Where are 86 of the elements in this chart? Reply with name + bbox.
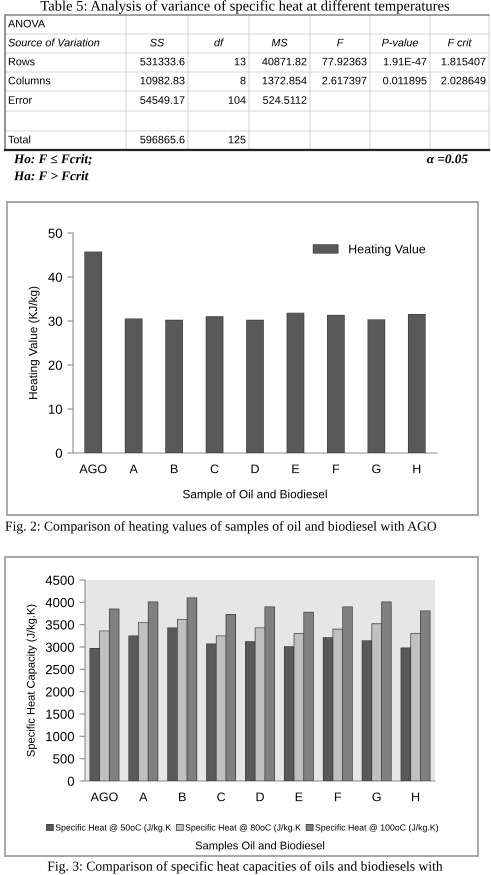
y-tick-label: 20 bbox=[48, 360, 62, 370]
text: Ha: F > Fcrit bbox=[14, 171, 89, 180]
text: 2.617397 bbox=[322, 76, 366, 84]
x-tick-label: A bbox=[139, 792, 148, 802]
y-tick-label: 10 bbox=[48, 404, 62, 414]
text: ANOVA bbox=[8, 20, 46, 28]
text: 1.815407 bbox=[442, 58, 486, 66]
text: 77.92363 bbox=[322, 58, 367, 66]
text: 54549.17 bbox=[140, 96, 184, 104]
y-tick-label: 30 bbox=[48, 316, 62, 326]
y-tick-label: 1500 bbox=[46, 710, 74, 719]
x-tick-label: F bbox=[334, 792, 342, 802]
text: 13 bbox=[234, 58, 246, 66]
x-tick-label: B bbox=[170, 464, 178, 474]
text: 40871.82 bbox=[262, 58, 306, 66]
x-tick-label: B bbox=[179, 792, 186, 802]
bar bbox=[408, 314, 426, 453]
text: 8 bbox=[240, 76, 246, 84]
bar bbox=[327, 314, 345, 453]
category-label: F bbox=[337, 38, 344, 46]
text: 104 bbox=[228, 96, 246, 104]
category-label: Rows bbox=[8, 58, 35, 66]
x-tick-label: G bbox=[372, 464, 380, 474]
y-tick-label: 3000 bbox=[46, 642, 74, 652]
x-tick-label: AGO bbox=[90, 792, 118, 802]
bar bbox=[124, 318, 143, 453]
y-tick-label: 2500 bbox=[46, 664, 74, 674]
legend-label: Heating Value bbox=[349, 244, 426, 256]
bar bbox=[246, 320, 264, 453]
x-tick-label: AGO bbox=[79, 464, 107, 474]
text: 1372.854 bbox=[262, 76, 307, 84]
category-label: Error bbox=[8, 96, 32, 104]
bar bbox=[206, 316, 224, 453]
legend-label: Specific Heat @ 100oC (J/kg.K) bbox=[315, 824, 438, 832]
text: Ho: F ≤ Fcrit; bbox=[14, 154, 92, 166]
x-tick-label: C bbox=[217, 792, 226, 802]
y-tick-label: 3500 bbox=[46, 620, 74, 630]
text: 1.91E-47 bbox=[384, 58, 426, 66]
x-tick-label: C bbox=[210, 464, 219, 474]
y-axis-title: Heating Value (KJ/kg) bbox=[28, 286, 40, 400]
legend-label: Specific Heat @ 50oC (J/kg.K bbox=[56, 824, 171, 832]
bar bbox=[84, 252, 102, 453]
y-tick-label: 4500 bbox=[46, 576, 74, 585]
caption: Fig. 3: Comparison of specific heat capacities of oils and biodiesels with bbox=[48, 861, 443, 874]
x-axis-title: Samples Oil and Biodiesel bbox=[196, 841, 324, 852]
x-tick-label: E bbox=[296, 792, 303, 802]
x-axis-title: Sample of Oil and Biodiesel bbox=[183, 490, 327, 501]
x-tick-label: A bbox=[130, 464, 138, 474]
caption: Fig. 2: Comparison of heating values of samples of oil and biodiesel with AGO bbox=[5, 521, 436, 534]
category-label: Total bbox=[8, 135, 30, 144]
x-tick-label: H bbox=[412, 792, 420, 802]
text: 0.011895 bbox=[383, 76, 427, 84]
bar bbox=[165, 320, 183, 453]
text: 10982.83 bbox=[140, 76, 185, 84]
text: Table 5: Analysis of variance of specific heat at different temperatures bbox=[40, 0, 450, 14]
x-tick-label: G bbox=[372, 792, 381, 802]
x-tick-label: F bbox=[333, 464, 340, 474]
y-tick-label: 0 bbox=[68, 776, 74, 786]
text: 596865.6 bbox=[140, 136, 185, 144]
text: α =0.05 bbox=[426, 154, 468, 164]
category-label: SS bbox=[150, 38, 164, 46]
category-label: Source of Variation bbox=[8, 38, 100, 46]
x-tick-label: H bbox=[413, 464, 420, 474]
category-label: P-value bbox=[382, 38, 418, 46]
y-axis-title: Specific Heat Capacity (J/kg.K) bbox=[26, 604, 37, 757]
y-tick-label: 50 bbox=[48, 228, 62, 238]
category-label: F crit bbox=[448, 38, 472, 46]
category-label: df bbox=[214, 38, 224, 46]
y-tick-label: 500 bbox=[53, 754, 74, 764]
y-tick-label: 40 bbox=[48, 272, 62, 282]
bar bbox=[367, 319, 386, 453]
y-tick-label: 0 bbox=[56, 448, 62, 458]
x-tick-label: E bbox=[292, 464, 300, 474]
x-tick-label: D bbox=[256, 792, 264, 802]
y-tick-label: 2000 bbox=[46, 687, 74, 697]
text: 531333.6 bbox=[140, 58, 185, 66]
category-label: MS bbox=[272, 38, 288, 46]
bar bbox=[286, 312, 304, 453]
text: 125 bbox=[228, 136, 246, 144]
text: 524.5112 bbox=[263, 96, 306, 104]
x-tick-label: D bbox=[252, 464, 259, 474]
category-label: Columns bbox=[8, 76, 50, 84]
y-tick-label: 1000 bbox=[46, 732, 74, 742]
y-tick-label: 4000 bbox=[46, 598, 74, 608]
text: 2.028649 bbox=[441, 76, 486, 84]
legend-label: Specific Heat @ 80oC (J/kg.K bbox=[185, 824, 301, 832]
